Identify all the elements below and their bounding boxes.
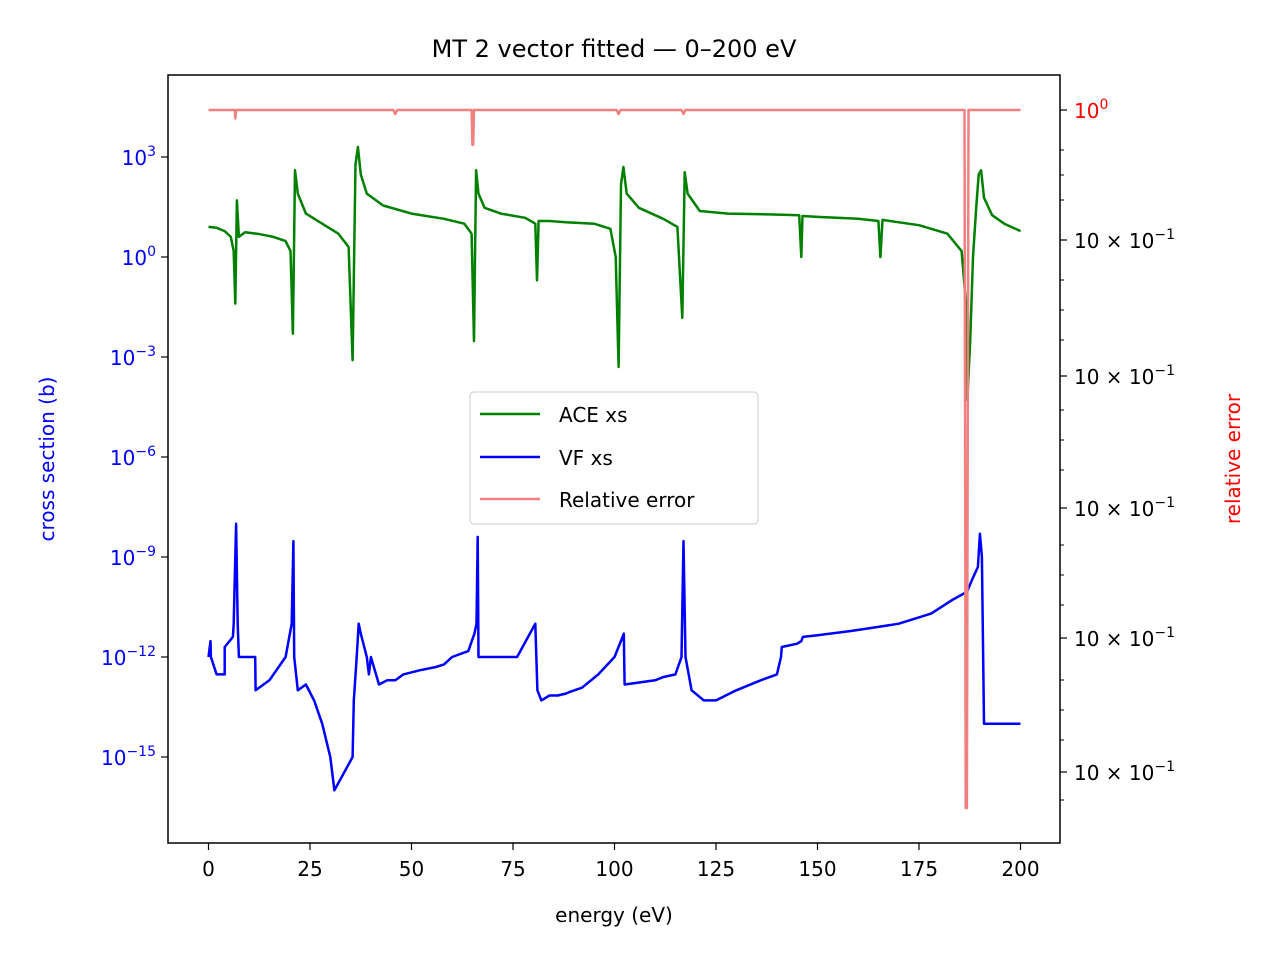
left-y-tick-label: 103 bbox=[122, 144, 156, 170]
right-y-tick-label: 10 × 10−1 bbox=[1074, 363, 1175, 389]
x-tick-label: 200 bbox=[1001, 857, 1039, 881]
legend-label-vf: VF xs bbox=[559, 446, 613, 470]
legend-box bbox=[469, 391, 759, 525]
left-y-axis-label: cross section (b) bbox=[35, 377, 59, 542]
right-y-tick-label: 10 × 10−1 bbox=[1074, 227, 1175, 253]
series-ace-xs-line bbox=[208, 145, 1022, 402]
x-axis-label: energy (eV) bbox=[555, 903, 673, 927]
series-relative-error-line bbox=[208, 108, 1021, 810]
right-y-tick-label: 10 × 10−1 bbox=[1074, 495, 1175, 521]
right-y-tick-label: 10 × 10−1 bbox=[1074, 759, 1175, 785]
x-tick-label: 150 bbox=[798, 857, 836, 881]
legend: ACE xs VF xs Relative error bbox=[469, 391, 759, 525]
series-vf-xs-line bbox=[207, 522, 1021, 792]
right-y-tick-label: 10 × 10−1 bbox=[1074, 625, 1175, 651]
x-tick-label: 25 bbox=[297, 857, 322, 881]
x-tick-label: 100 bbox=[595, 857, 633, 881]
left-y-tick-label: 10−6 bbox=[110, 444, 156, 470]
right-y-axis-ticks: 100 10 × 10−1 10 × 10−1 10 × 10−1 10 × 10−1 1… bbox=[1060, 97, 1175, 801]
x-axis-ticks: 0 25 50 75 100 125 150 175 200 bbox=[202, 843, 1040, 881]
left-y-tick-label: 10−15 bbox=[101, 744, 156, 770]
left-y-axis-ticks: 103 100 10−3 10−6 10−9 10−12 10−15 bbox=[101, 144, 168, 770]
left-y-tick-label: 10−3 bbox=[110, 344, 156, 370]
legend-label-ace: ACE xs bbox=[559, 403, 628, 427]
plot-area bbox=[207, 108, 1022, 810]
x-tick-label: 125 bbox=[697, 857, 735, 881]
x-tick-label: 175 bbox=[900, 857, 938, 881]
right-y-tick-label: 100 bbox=[1074, 97, 1108, 123]
chart-title: MT 2 vector fitted — 0–200 eV bbox=[432, 35, 797, 63]
plot-frame bbox=[167, 74, 1061, 844]
left-y-tick-label: 100 bbox=[122, 244, 156, 270]
right-y-axis-label: relative error bbox=[1221, 393, 1245, 524]
left-y-tick-label: 10−12 bbox=[101, 644, 156, 670]
x-tick-label: 0 bbox=[202, 857, 215, 881]
left-y-tick-label: 10−9 bbox=[110, 544, 156, 570]
legend-label-error: Relative error bbox=[559, 488, 695, 512]
x-tick-label: 50 bbox=[399, 857, 424, 881]
x-tick-label: 75 bbox=[500, 857, 525, 881]
